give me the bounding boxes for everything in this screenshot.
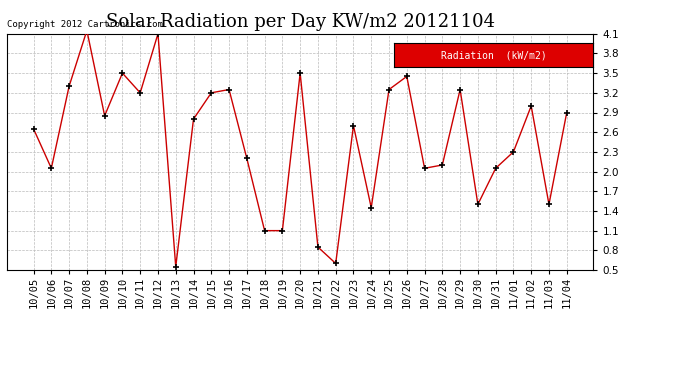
- Text: Copyright 2012 Cartronics.com: Copyright 2012 Cartronics.com: [7, 20, 163, 29]
- Title: Solar Radiation per Day KW/m2 20121104: Solar Radiation per Day KW/m2 20121104: [106, 13, 495, 31]
